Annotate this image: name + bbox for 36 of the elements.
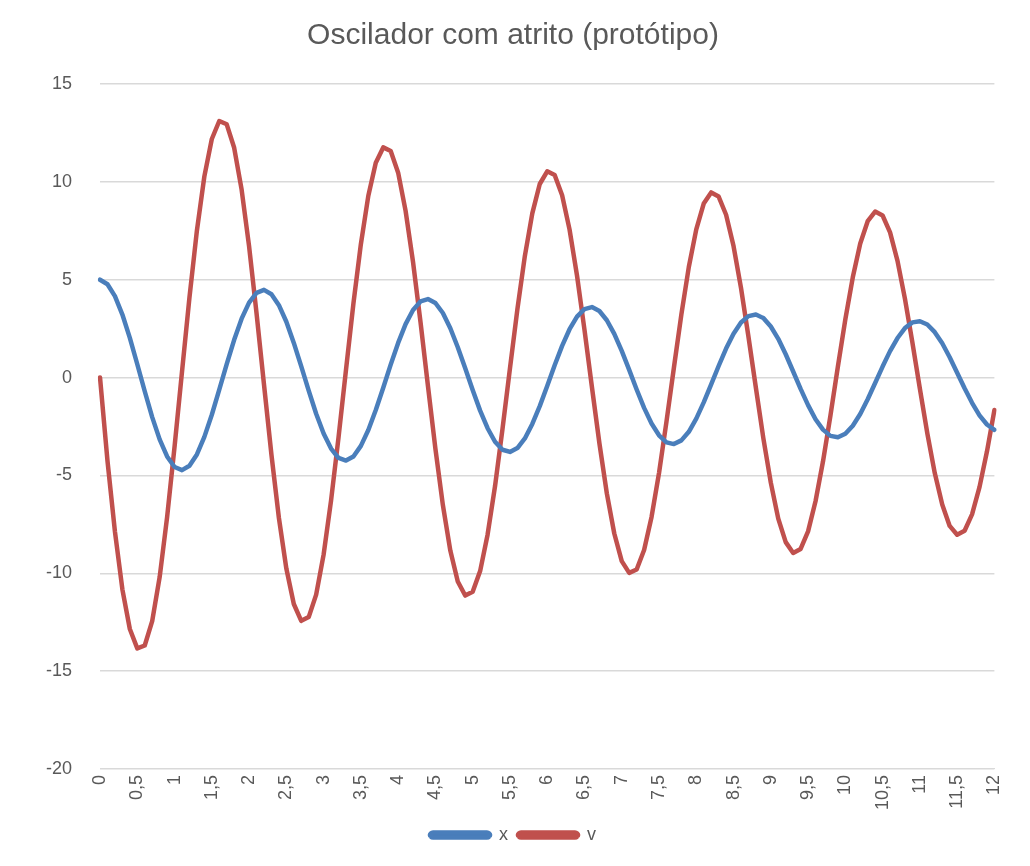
x-tick-label: 4 (387, 774, 408, 785)
y-tick-label: -20 (46, 757, 73, 778)
x-tick-label: 11 (908, 774, 929, 794)
y-tick-label: -15 (46, 660, 73, 681)
x-tick-label: 2,5 (275, 774, 296, 800)
x-tick-label: 7,5 (647, 774, 668, 800)
x-tick-label: 9,5 (797, 774, 818, 800)
y-tick-label: -10 (46, 562, 73, 583)
x-tick-label: 6 (536, 774, 557, 785)
chart-title: Oscilador com atrito (protótipo) (307, 17, 719, 51)
y-tick-label: 15 (51, 72, 73, 93)
x-tick-label: 2 (238, 774, 259, 785)
x-tick-label: 8 (685, 774, 706, 785)
x-tick-label: 3 (312, 774, 333, 785)
y-tick-label: 10 (51, 170, 73, 191)
x-tick-label: 3,5 (349, 774, 370, 800)
x-tick-label: 9 (759, 774, 780, 785)
legend-label: v (587, 823, 596, 844)
x-tick-label: 4,5 (424, 774, 445, 800)
x-tick-label: 11,5 (946, 774, 967, 809)
x-tick-label: 10 (834, 774, 855, 795)
x-tick-label: 12 (983, 774, 1004, 795)
x-tick-label: 1 (163, 774, 184, 785)
x-tick-label: 5,5 (498, 774, 519, 800)
x-tick-label: 10,5 (871, 774, 892, 811)
x-tick-label: 0,5 (126, 774, 147, 800)
x-tick-label: 8,5 (722, 774, 743, 800)
y-tick-label: 5 (62, 268, 73, 289)
y-tick-label: -5 (56, 464, 73, 485)
legend-label: x (499, 823, 508, 844)
x-tick-label: 7 (610, 774, 631, 785)
y-tick-label: 0 (62, 366, 73, 387)
x-tick-label: 0 (88, 774, 109, 785)
x-tick-label: 5 (461, 774, 482, 785)
x-tick-label: 1,5 (200, 774, 221, 800)
x-tick-label: 6,5 (573, 774, 594, 800)
